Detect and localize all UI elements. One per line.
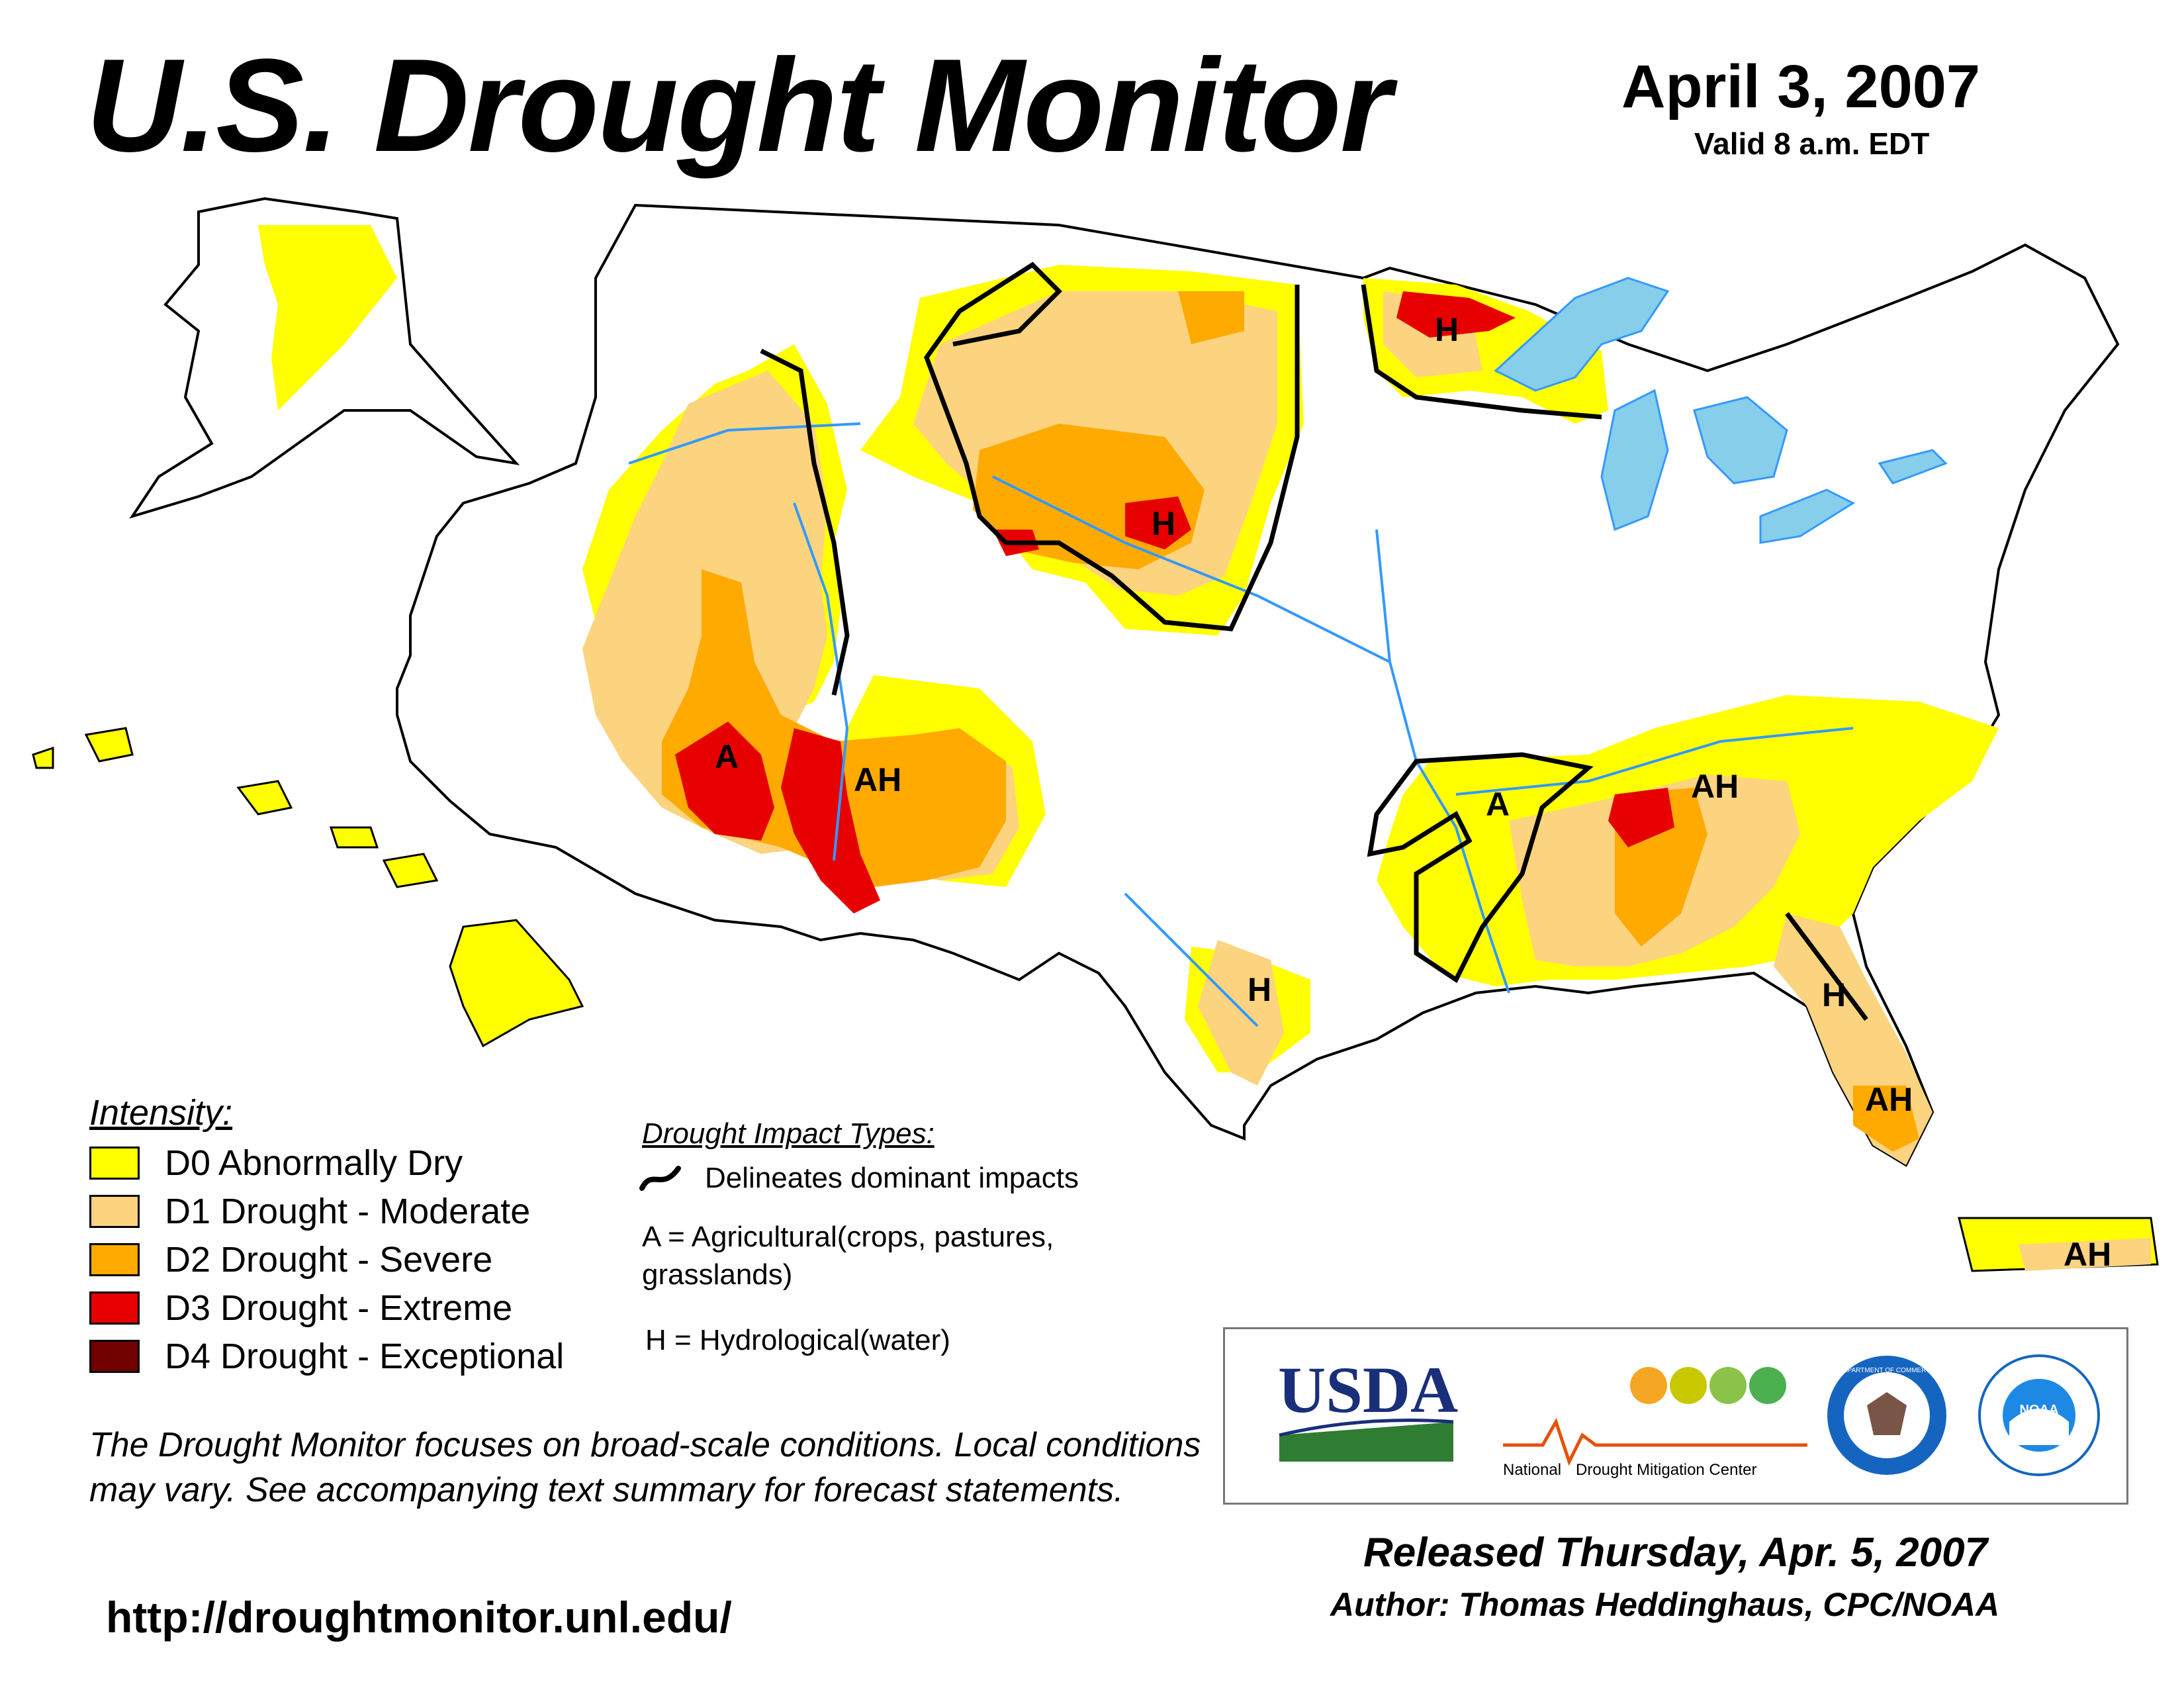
website-link[interactable]: http://droughtmonitor.unl.edu/ <box>106 1593 732 1642</box>
valid-time: Valid 8 a.m. EDT <box>1694 126 1930 161</box>
impact-legend-title: Drought Impact Types: <box>642 1117 934 1150</box>
label-minnesota: H <box>1435 311 1459 348</box>
label-puerto-rico: AH <box>2064 1236 2111 1273</box>
doc-seal-text: DEPARTMENT OF COMMERCE <box>1839 1367 1936 1374</box>
legend-item-d0: D0 Abnormally Dry <box>89 1143 463 1183</box>
label-arkansas: A <box>1486 786 1510 823</box>
legend-item-d1: D1 Drought - Moderate <box>89 1192 530 1231</box>
label-wyoming: H <box>1152 505 1175 542</box>
map-date: April 3, 2007 <box>1621 53 1981 120</box>
author-credit: Author: Thomas Heddinghaus, CPC/NOAA <box>1330 1586 2000 1623</box>
intensity-legend-title: Intensity: <box>89 1093 233 1133</box>
legend-item-d4: D4 Drought - Exceptional <box>89 1336 565 1376</box>
rivers <box>628 422 1854 1027</box>
alaska <box>129 197 520 519</box>
impact-line-icon <box>639 1166 681 1191</box>
legend-swatch-d1 <box>89 1195 140 1228</box>
usda-logo-text: USDA <box>1278 1353 1458 1427</box>
puerto-rico <box>1958 1217 2159 1272</box>
label-tennessee: AH <box>1691 768 1739 805</box>
label-north-florida: H <box>1822 976 1846 1013</box>
legend-label-d0: D0 Abnormally Dry <box>165 1143 463 1183</box>
impact-line-legend: Delineates dominant impacts <box>639 1162 1079 1195</box>
ndmc-line1: National <box>1503 1461 1561 1479</box>
legend-label-d4: D4 Drought - Exceptional <box>165 1336 565 1376</box>
label-south-florida: AH <box>1865 1081 1913 1118</box>
impact-agricultural: A = Agricultural(crops, pastures, grassl… <box>642 1221 1054 1291</box>
map-title: U.S. Drought Monitor <box>86 32 1392 179</box>
release-date: Released Thursday, Apr. 5, 2007 <box>1363 1530 1988 1575</box>
label-socal: A <box>715 738 739 775</box>
legend-label-d2: D2 Drought - Severe <box>165 1240 493 1280</box>
noaa-seal-text: NOAA <box>2020 1403 2059 1417</box>
great-lakes <box>1494 277 1948 544</box>
impact-boundaries <box>760 261 1868 1021</box>
legend-swatch-d3 <box>89 1291 140 1325</box>
legend-item-d2: D2 Drought - Severe <box>89 1240 493 1280</box>
usda-logo-icon <box>1279 1422 1453 1462</box>
label-arizona: AH <box>854 761 901 798</box>
impact-line-label: Delineates dominant impacts <box>705 1162 1079 1194</box>
label-texas: H <box>1248 971 1271 1008</box>
legend-item-d3: D3 Drought - Extreme <box>89 1288 513 1328</box>
hawaii <box>32 727 584 1048</box>
disclaimer-text: The Drought Monitor focuses on broad-sca… <box>89 1426 1201 1509</box>
noaa-seal-icon <box>1978 1354 2100 1476</box>
legend-label-d3: D3 Drought - Extreme <box>165 1288 513 1328</box>
agency-logos: USDA National Drought Mitigation Center … <box>1223 1327 2128 1505</box>
legend-swatch-d4 <box>89 1340 140 1373</box>
impact-hydrological: H = Hydrological(water) <box>645 1324 950 1356</box>
legend-swatch-d0 <box>89 1147 140 1180</box>
ndmc-line2: Drought Mitigation Center <box>1576 1461 1756 1479</box>
legend-swatch-d2 <box>89 1243 140 1276</box>
doc-seal-icon <box>1827 1356 1946 1475</box>
legend-label-d1: D1 Drought - Moderate <box>165 1192 531 1231</box>
ndmc-logo-icon <box>1503 1367 1807 1466</box>
logos-svg: USDA National Drought Mitigation Center … <box>1278 1353 2100 1479</box>
